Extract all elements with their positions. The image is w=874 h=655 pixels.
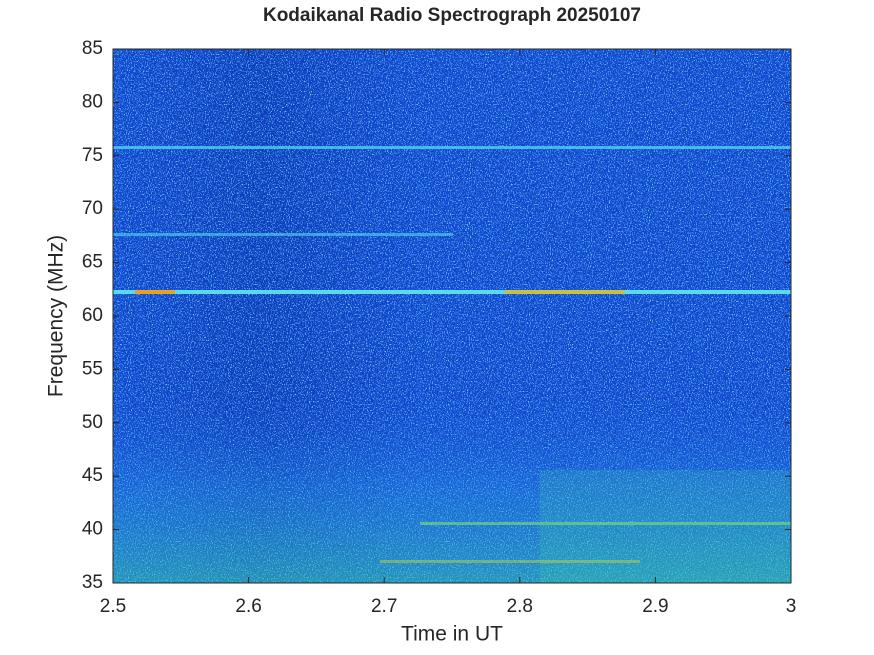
y-tick-label: 85 xyxy=(82,38,103,59)
x-tick-label: 2.5 xyxy=(100,596,126,617)
y-tick-label: 40 xyxy=(82,519,103,540)
y-tick-label: 80 xyxy=(82,91,103,112)
y-tick-label: 35 xyxy=(82,572,103,593)
y-tick-label: 50 xyxy=(82,412,103,433)
chart-title: Kodaikanal Radio Spectrograph 20250107 xyxy=(263,5,641,26)
y-tick-label: 55 xyxy=(82,358,103,379)
y-tick-label: 75 xyxy=(82,145,103,166)
y-tick-label: 65 xyxy=(82,252,103,273)
y-axis-label: Frequency (MHz) xyxy=(45,235,68,397)
y-tick-label: 60 xyxy=(82,305,103,326)
y-tick-label: 45 xyxy=(82,465,103,486)
heatmap-image xyxy=(113,49,791,583)
x-tick-label: 2.8 xyxy=(507,596,533,617)
x-tick-label: 3 xyxy=(786,596,797,617)
x-tick-label: 2.7 xyxy=(371,596,397,617)
x-tick-label: 2.6 xyxy=(235,596,261,617)
y-tick-label: 70 xyxy=(82,198,103,219)
x-axis-label: Time in UT xyxy=(401,623,503,646)
x-tick-label: 2.9 xyxy=(642,596,668,617)
